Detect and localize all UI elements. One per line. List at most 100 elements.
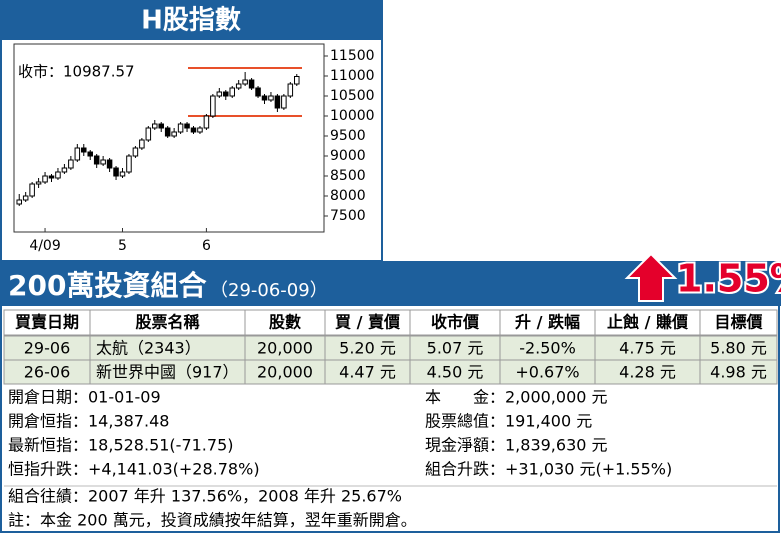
y-tick-label: 9000	[330, 148, 366, 164]
header-text: 買 / 賣價	[335, 313, 401, 332]
cell-text: 5.80 元	[710, 339, 767, 358]
table-cell	[409, 335, 501, 361]
summary-text: 股票總值：191,400 元	[425, 412, 592, 431]
y-tick-label: 7500	[330, 208, 366, 224]
cell-text: 29-06	[24, 339, 71, 358]
candle-body	[74, 147, 81, 161]
header-cell	[409, 309, 501, 336]
candle-body	[81, 147, 87, 153]
candle-body	[100, 159, 106, 165]
header-cell	[324, 309, 411, 336]
candle-body	[274, 95, 281, 109]
change: 1.55%	[676, 257, 781, 301]
candle-body	[268, 95, 274, 101]
candle-body	[48, 175, 55, 179]
candle-body	[113, 167, 119, 177]
candle-body	[22, 195, 29, 201]
candle-body	[242, 79, 248, 85]
cell-text: +0.67%	[515, 363, 579, 382]
candle-body	[42, 175, 48, 183]
y-tick-label: 11500	[330, 48, 375, 64]
table-cell	[324, 359, 411, 385]
cell-text: 4.28 元	[619, 363, 676, 382]
cell-text: -2.50%	[519, 339, 576, 358]
table-cell	[409, 359, 501, 385]
cell-text: 26-06	[24, 363, 71, 382]
header-cell	[499, 309, 596, 336]
cell-text: 太航（2343）	[96, 339, 201, 358]
x-tick-label: 4/09	[29, 238, 60, 254]
summary-text: 恒指升跌：+4,141.03(+28.78%)	[8, 460, 260, 479]
candle-body	[87, 151, 93, 157]
cell-text: 5.20 元	[339, 339, 396, 358]
cell-text: 4.50 元	[427, 363, 484, 382]
cell-text: 5.07 元	[427, 339, 484, 358]
header-text: 股數	[269, 313, 301, 332]
table-cell	[499, 359, 596, 385]
portfolio-frame	[0, 261, 780, 533]
candle-body	[216, 91, 223, 97]
chart-header	[0, 0, 383, 40]
y-tick-label: 10000	[330, 108, 375, 124]
candle-body	[229, 87, 235, 97]
candle-body	[223, 91, 229, 97]
table-cell	[89, 359, 246, 385]
candle-body	[106, 159, 113, 169]
header-cell	[699, 309, 778, 336]
candle-body	[255, 87, 261, 97]
candle-body	[287, 83, 294, 97]
up-arrow	[624, 252, 678, 302]
candle-body	[145, 127, 152, 141]
candle-body	[61, 167, 68, 173]
candle-body	[203, 115, 210, 129]
candle-body	[29, 183, 35, 197]
candle-body	[132, 147, 139, 157]
plot-area	[13, 43, 325, 233]
table-cell	[3, 359, 91, 385]
candle-body	[55, 171, 61, 179]
candle-body	[119, 171, 126, 177]
candle-body	[152, 123, 158, 129]
summary-text: 開倉日期：01-01-09	[8, 388, 161, 407]
portfolio-title: 200萬投資組合	[8, 269, 207, 302]
candle-body	[35, 181, 42, 185]
candle-body	[164, 127, 171, 137]
candle-body	[177, 123, 184, 133]
cell-text: 4.47 元	[339, 363, 396, 382]
header-text: 止蝕 / 賺價	[607, 313, 689, 332]
portfolio-date: （29-06-09）	[210, 280, 328, 301]
table-cell	[594, 335, 701, 361]
summary-text: 開倉恒指：14,387.48	[8, 412, 169, 431]
cell-text: 4.75 元	[619, 339, 676, 358]
table-cell	[3, 335, 91, 361]
table-cell	[699, 359, 778, 385]
cell-text: 4.98 元	[710, 363, 767, 382]
candle-body	[184, 123, 190, 129]
header-cell	[89, 309, 246, 336]
y-tick-label: 8500	[330, 168, 366, 184]
candle-body	[235, 83, 242, 89]
header-text: 股票名稱	[135, 313, 199, 332]
header-text: 目標價	[714, 313, 763, 332]
candle-body	[158, 123, 164, 129]
candle-body	[16, 199, 22, 205]
y-tick-label: 11000	[330, 68, 375, 84]
cell-text: 新世界中國（917）	[96, 363, 239, 382]
y-tick-label: 9500	[330, 128, 366, 144]
candle-body	[281, 95, 287, 109]
x-tick-label: 6	[202, 238, 211, 254]
cell-text: 20,000	[257, 363, 313, 382]
candle-body	[261, 95, 268, 101]
summary-text: 組合升跌：+31,030 元(+1.55%)	[425, 460, 672, 479]
table-cell	[324, 335, 411, 361]
candle-body	[248, 79, 255, 89]
candle-body	[126, 155, 132, 173]
y-tick-label: 8000	[330, 188, 366, 204]
summary-text: 最新恒指：18,528.51(-71.75)	[8, 436, 234, 455]
record: 組合往績：2007 年升 137.56%，2008 年升 25.67%	[8, 487, 402, 506]
candle-body	[210, 95, 216, 117]
candle-body	[171, 131, 177, 137]
table-cell	[594, 359, 701, 385]
candle-body	[190, 127, 197, 133]
